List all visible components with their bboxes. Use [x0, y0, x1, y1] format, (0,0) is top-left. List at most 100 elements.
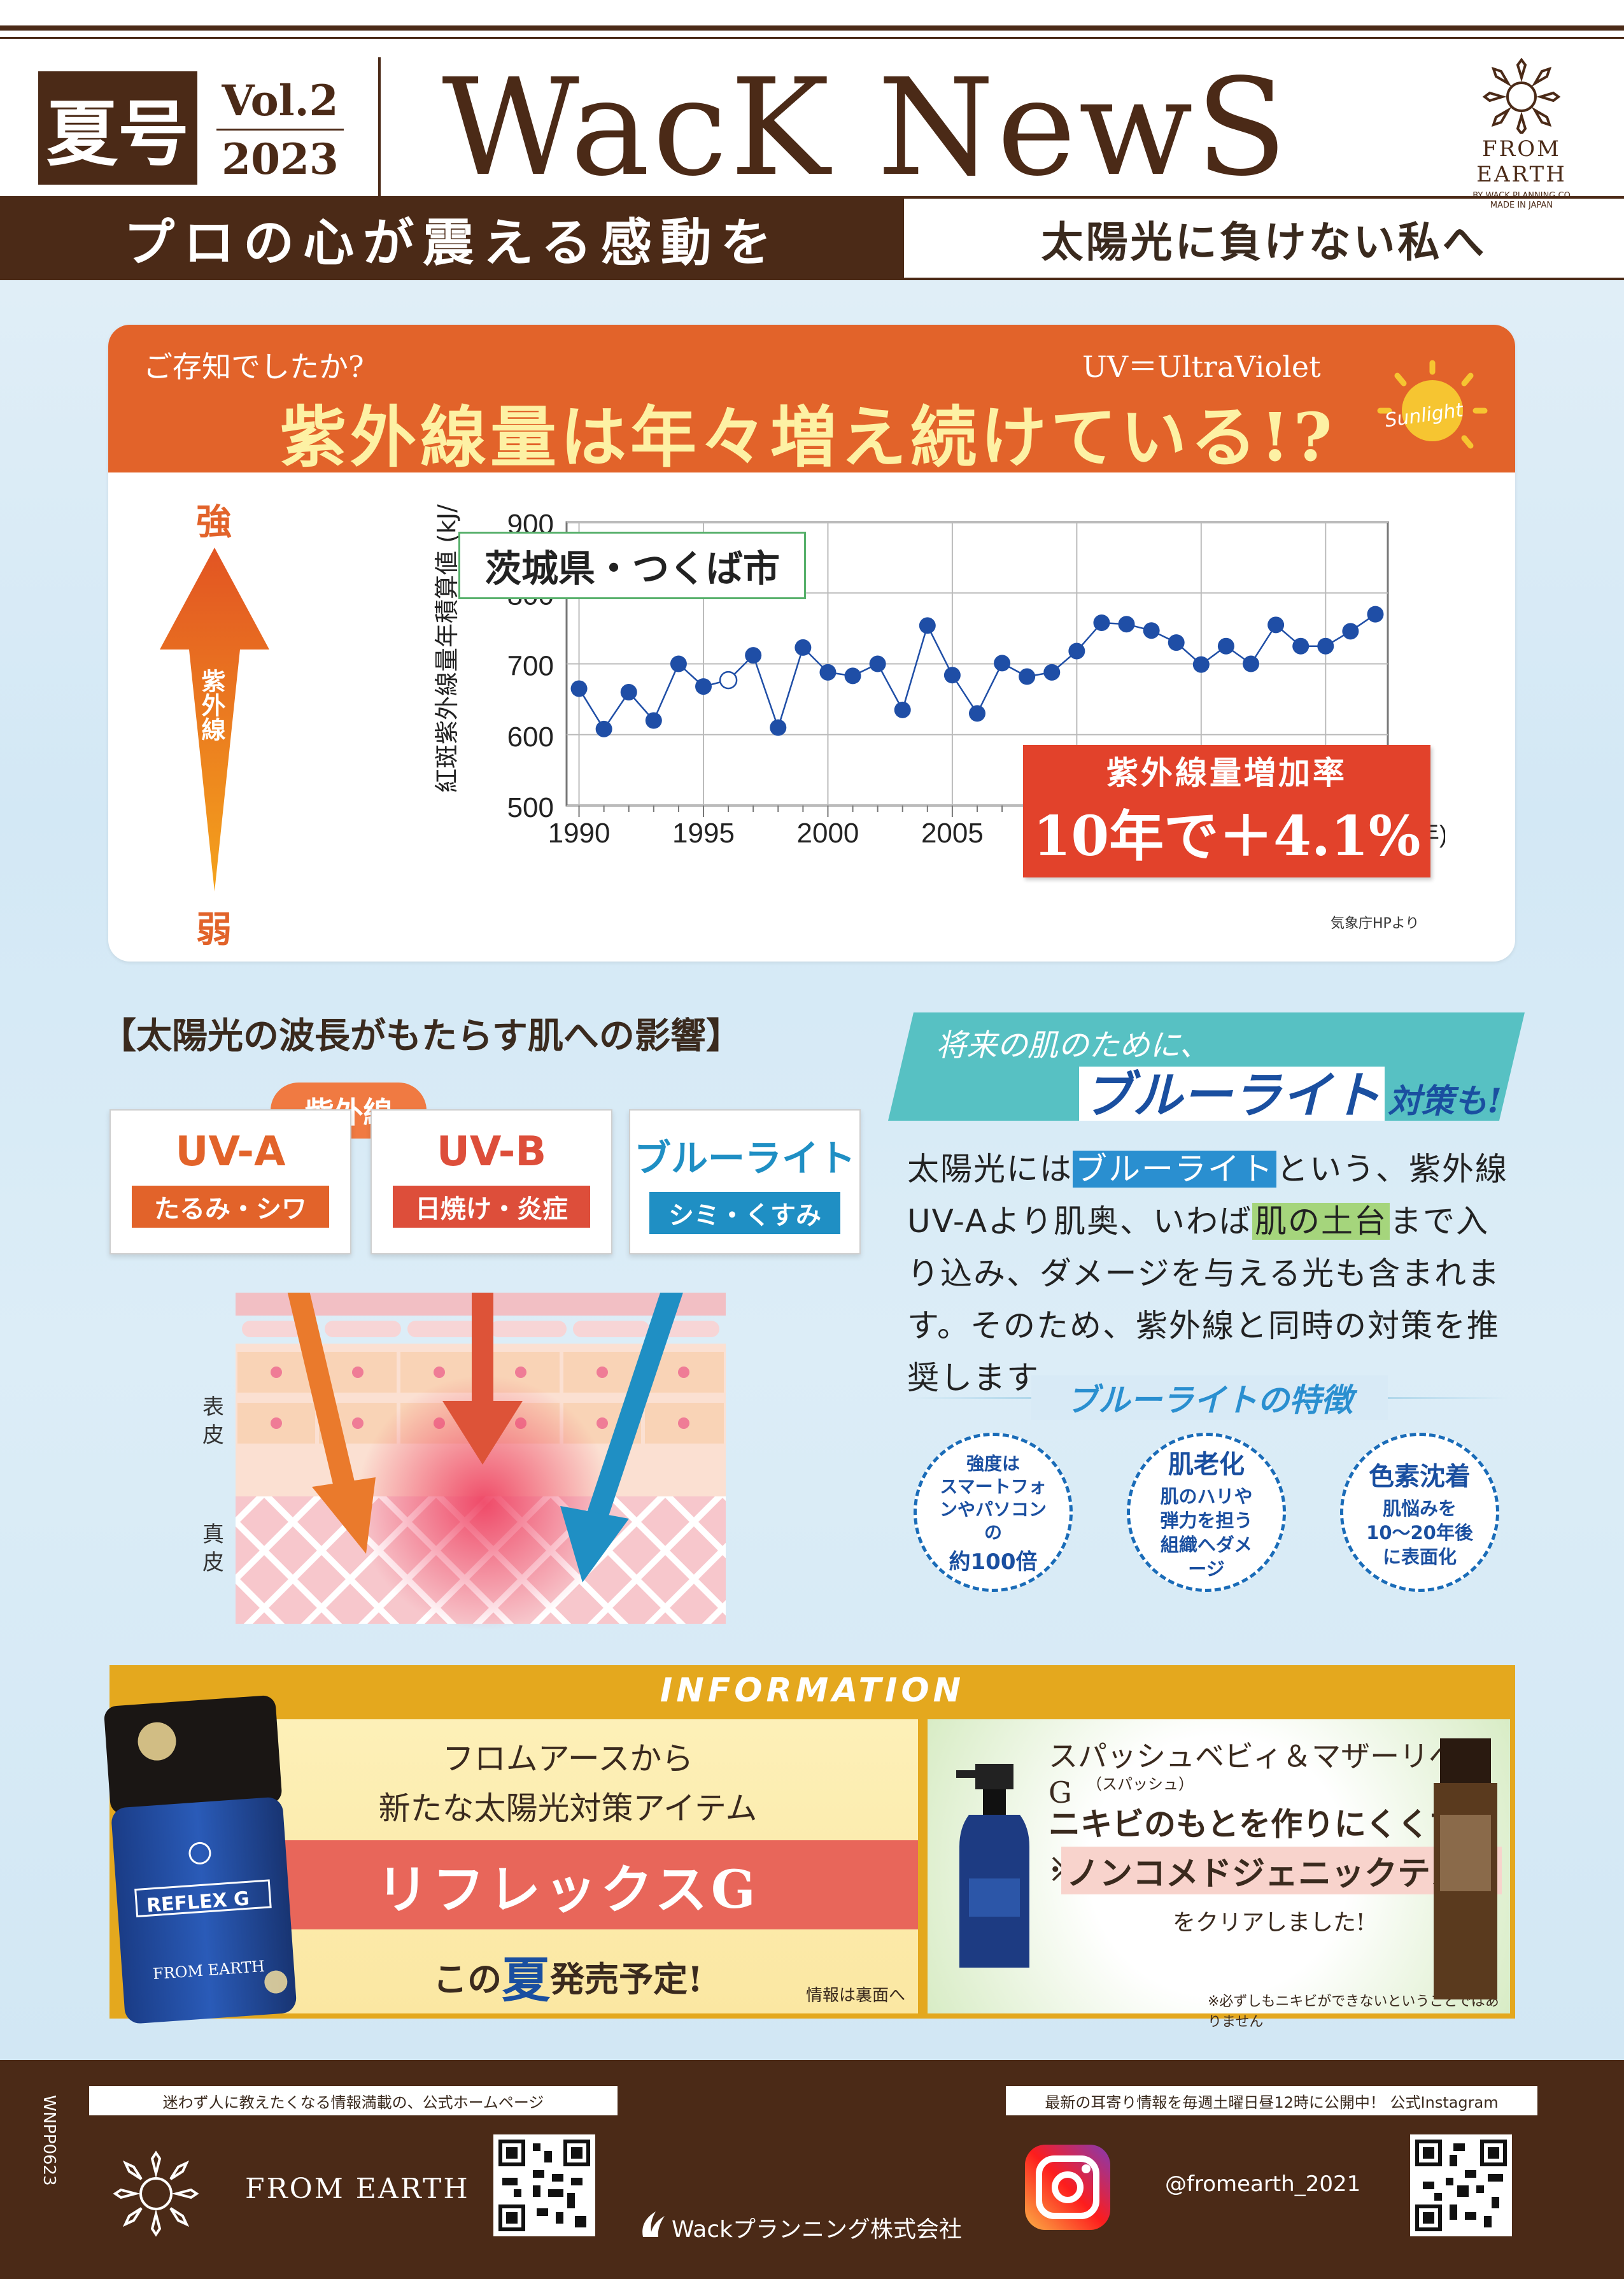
info-panel: INFORMATION フロムアースから 新たな太陽光対策アイテム リフレックス…: [109, 1665, 1515, 2030]
feature-badge-intensity: 強度は スマートフォンやパソコンの 約100倍: [914, 1433, 1073, 1592]
uvb-effect: 日焼け・炎症: [393, 1186, 590, 1228]
data-point: [969, 705, 985, 722]
data-point: [869, 655, 886, 672]
bluelight-card-title: ブルーライト: [633, 1137, 856, 1180]
info-right: スパッシュベビィ＆マザーリペルG （スパッシュ） ニキビのもとを作りにくくする※…: [928, 1719, 1510, 2030]
release-c: 発売予定!: [550, 1958, 703, 1999]
banner-line1: 将来の肌のために、: [936, 1028, 1210, 1063]
data-point: [1317, 637, 1334, 655]
banner-line2: ブルーライト 対策も!: [1079, 1056, 1502, 1121]
uva-title: UV-A: [175, 1128, 286, 1175]
footer-sun-emblem-icon: [113, 2150, 199, 2237]
release-a: この: [433, 1958, 502, 1999]
data-point: [1168, 634, 1185, 651]
instagram-icon[interactable]: [1025, 2145, 1110, 2230]
rate-box: 紫外線量増加率 10年で＋4.1%: [1023, 745, 1430, 877]
data-point: [645, 712, 662, 729]
homepage-qr-link[interactable]: [493, 2134, 595, 2236]
uva-card: UV-A たるみ・シワ: [109, 1109, 351, 1254]
bluelight-card: ブルーライト シミ・くすみ: [629, 1109, 861, 1254]
banner-bluelight: ブルーライト: [1079, 1067, 1385, 1121]
volume-label: Vol.2: [222, 76, 339, 125]
release-line: この夏発売予定!: [218, 1941, 918, 2011]
banner-taisaku: 対策も!: [1388, 1082, 1502, 1121]
season-badge: 夏号: [38, 71, 197, 185]
uv-panel: ご存知でしたか? UV＝UltraViolet 紫外線量は年々増え続けている!?…: [108, 325, 1515, 962]
footer-ig-text: 最新の耳寄り情報を毎週土曜日昼12時に公開中！ 公式Instagram: [1006, 2086, 1537, 2115]
info-left: フロムアースから 新たな太陽光対策アイテム リフレックスG この夏発売予定! 情…: [218, 1719, 918, 2013]
badge3-body: 肌悩みを10〜20年後に表面化: [1366, 1498, 1473, 1568]
footer-code: WNPP0623: [39, 2095, 59, 2186]
brand-sub2: MADE IN JAPAN: [1490, 201, 1553, 210]
y-axis-label: 紅斑紫外線量年積算値 (kJ/㎡): [433, 503, 461, 793]
uv-headline: 紫外線量は年々増え続けている!?: [280, 398, 1336, 476]
data-point: [1267, 616, 1285, 634]
spray-bottle-icon: [956, 1764, 1029, 1968]
data-point: [1019, 668, 1036, 685]
badge2-body: 肌のハリや弾力を担う組織へダメージ: [1160, 1486, 1253, 1580]
y-tick-label: 700: [507, 651, 554, 682]
data-point: [1068, 643, 1085, 660]
data-point: [1342, 623, 1359, 640]
badge1-head: 強度は: [966, 1452, 1020, 1474]
uv-definition: UV＝UltraViolet: [1082, 350, 1321, 384]
data-point: [1043, 664, 1061, 681]
bluelight-banner: 将来の肌のために、 ブルーライト 対策も!: [888, 1012, 1525, 1121]
volume-divider: [216, 129, 344, 131]
x-tick-label: 1990: [548, 818, 611, 849]
info-title: INFORMATION: [660, 1672, 965, 1710]
data-point: [844, 667, 861, 685]
info-line2: 新たな太陽光対策アイテム: [378, 1790, 758, 1827]
right-line1: スパッシュベビィ＆マザーリペルG: [1049, 1739, 1488, 1810]
data-point: [894, 701, 911, 718]
header-tagline-rule: [0, 278, 1624, 280]
qr-code-icon: [1415, 2140, 1507, 2231]
para-part2: という、紫外線UV-Aより肌奥、いわば: [907, 1151, 1508, 1240]
data-point: [1192, 656, 1210, 673]
brand-name: FROM EARTH: [1476, 136, 1567, 187]
data-point: [794, 639, 812, 656]
y-tick-label: 500: [507, 792, 554, 823]
right-ruby: （スパッシュ）: [1087, 1775, 1194, 1793]
right-line4: をクリアしました!: [1173, 1910, 1366, 1936]
data-point: [620, 684, 637, 700]
badge1-tail: 約100倍: [949, 1549, 1038, 1575]
uvb-title: UV-B: [436, 1128, 547, 1175]
release-summer: 夏: [502, 1952, 551, 2008]
data-point: [670, 655, 687, 672]
location-label: 茨城県・つくば市: [458, 532, 806, 599]
instagram-handle[interactable]: @fromearth_2021: [1165, 2171, 1361, 2197]
para-highlight1: ブルーライト: [1073, 1151, 1276, 1188]
tagline-left: プロの心が震える感動を: [0, 199, 904, 279]
header-bottom-rule: [0, 196, 1624, 199]
year-label: 2023: [222, 134, 339, 184]
features-title: ブルーライトの特徴: [1031, 1375, 1388, 1420]
footer-company: Wackプランニング株式会社: [672, 2217, 962, 2243]
epidermis-label: 表皮: [202, 1395, 224, 1448]
skin-layers-illustration: [236, 1293, 726, 1630]
data-point: [595, 720, 612, 737]
brand-logo: FROM EARTH BY WACK PLANNING.CO MADE IN J…: [1445, 57, 1598, 210]
data-point: [745, 647, 762, 664]
top-rule-thin: [0, 37, 1624, 39]
data-point: [919, 617, 936, 634]
data-point: [570, 680, 588, 697]
feature-badge-aging: 肌老化 肌のハリや弾力を担う組織へダメージ: [1127, 1433, 1286, 1592]
para-highlight2: 肌の土台: [1252, 1203, 1390, 1240]
arrow-label: 紫外線: [197, 669, 225, 741]
y-tick-label: 600: [507, 721, 554, 753]
newsletter-title: WacK NewS: [442, 49, 1290, 206]
footer-hp-text: 迷わず人に教えたくなる情報満載の、公式ホームページ: [89, 2086, 618, 2115]
skin-title: 【太陽光の波長がもたらす肌への影響】: [101, 1016, 742, 1057]
data-point: [719, 671, 738, 690]
strong-label: 強: [196, 502, 232, 543]
data-point: [943, 667, 961, 684]
product-name: リフレックスG: [218, 1840, 918, 1929]
top-rule: [0, 25, 1624, 31]
uvb-card: UV-B 日焼け・炎症: [371, 1109, 612, 1254]
x-tick-label: 2005: [921, 818, 984, 849]
header-divider: [378, 57, 381, 196]
data-point: [1217, 637, 1234, 655]
instagram-qr-link[interactable]: [1410, 2134, 1512, 2236]
para-part1: 太陽光には: [907, 1151, 1073, 1188]
